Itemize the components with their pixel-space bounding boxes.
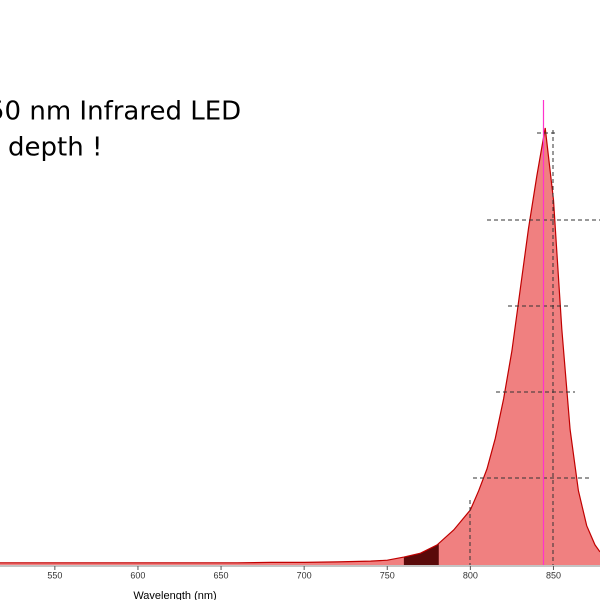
x-tick-label: 800 xyxy=(463,570,478,580)
x-tick-label: 750 xyxy=(380,570,395,580)
x-tick-label: 650 xyxy=(214,570,229,580)
x-tick-label: 700 xyxy=(297,570,312,580)
x-tick-label: 550 xyxy=(47,570,62,580)
spectrum-line xyxy=(0,127,600,564)
x-tick-label: 850 xyxy=(546,570,561,580)
annotation: depth ! xyxy=(8,133,102,163)
x-axis-label: Wavelength (nm) xyxy=(133,590,216,600)
annotation: 50 nm Infrared LED xyxy=(0,97,241,127)
x-tick-label: 600 xyxy=(130,570,145,580)
area xyxy=(0,128,600,565)
